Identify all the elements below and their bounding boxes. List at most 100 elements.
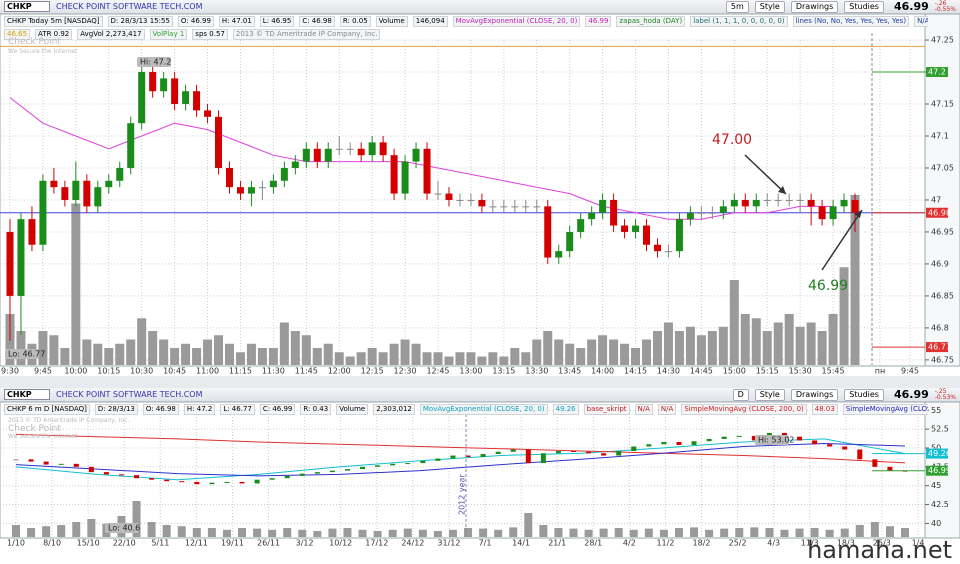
candle-body [324, 148, 332, 162]
x-tick-label: 12:00 [328, 367, 351, 376]
candle-body [456, 199, 464, 201]
candle-body [179, 481, 185, 483]
volume-bar [389, 343, 399, 365]
moving-average [15, 433, 906, 464]
volume-bar [192, 528, 201, 537]
volume-bar [532, 339, 542, 365]
volume-bar [720, 528, 729, 537]
study-field: C: 46.98 [299, 15, 335, 27]
volume-bar [620, 343, 630, 365]
symbol-box[interactable]: CHKP [4, 1, 50, 12]
candle-body [39, 180, 47, 245]
y-tick-label: 45 [931, 481, 941, 490]
button[interactable]: Studies [844, 388, 884, 401]
change: -.26 [934, 0, 947, 7]
timeframe[interactable]: D [732, 388, 749, 401]
volume-bar [614, 528, 623, 537]
volume-bar [42, 526, 51, 537]
change: -.25 [934, 387, 947, 395]
x-tick-label: 4/2 [623, 539, 636, 548]
volume-bar [253, 528, 262, 537]
button[interactable]: Drawings [790, 0, 839, 13]
volume-bar [82, 339, 92, 365]
volume-bar [16, 331, 26, 365]
x-tick-label: 15:45 [822, 367, 845, 376]
x-tick-label: 24/12 [401, 539, 424, 548]
timeframe[interactable]: 5m [725, 0, 749, 13]
button[interactable]: Studies [844, 0, 884, 13]
candle-body [302, 148, 310, 162]
candle-body [691, 441, 697, 445]
volume-bar [224, 343, 234, 365]
y-tick-label: 50 [931, 443, 941, 452]
candle-body [346, 148, 354, 150]
volume-bar [499, 356, 509, 365]
volume-bar [554, 339, 564, 365]
candle-body [434, 193, 442, 195]
candle-body [269, 478, 275, 480]
candle-body [28, 459, 34, 462]
candle-body [412, 148, 420, 162]
volume-bar [850, 195, 860, 365]
y-tick-label: 46.95 [931, 227, 954, 236]
candle-body [149, 72, 157, 92]
volume-bar [279, 322, 289, 365]
candle-body [706, 438, 712, 442]
volume-bar [313, 531, 322, 537]
volume-bar [345, 356, 355, 365]
button[interactable]: Style [754, 0, 785, 13]
volume-bar [674, 331, 684, 365]
volume-bar [642, 339, 652, 365]
candle-body [500, 206, 508, 208]
annotation: 2012 year [458, 474, 467, 515]
candle-body [171, 78, 179, 105]
volume-bar [403, 528, 412, 537]
x-tick-label: 13:30 [525, 367, 548, 376]
label-box [105, 523, 139, 533]
toolbar-top: CHKP CHECK POINT SOFTWARE TECH.COM 5m St… [0, 0, 960, 14]
candle-body [215, 116, 223, 168]
candle-body [247, 187, 255, 194]
candle-body [314, 472, 320, 474]
volume-bar [290, 331, 300, 365]
annotation: Lo: 40.6 [108, 524, 140, 533]
study-field: Volume [336, 403, 369, 415]
candle-body [675, 219, 683, 252]
candle-body [28, 219, 36, 245]
symbol-box[interactable]: CHKP [4, 389, 50, 400]
candle-body [887, 466, 893, 471]
candle-body [224, 481, 230, 483]
button[interactable]: Drawings [790, 388, 839, 401]
candle-body [280, 167, 288, 181]
x-tick-label: 10:45 [163, 367, 186, 376]
volume-bar [235, 352, 245, 365]
company: CHECK POINT SOFTWARE TECH.COM [56, 390, 203, 399]
candle-body [840, 199, 848, 207]
x-tick-label: 14:30 [657, 367, 680, 376]
candle-body [812, 440, 818, 445]
volume-bar [328, 528, 337, 537]
candle-body [423, 148, 431, 194]
x-tick-label: 5/11 [151, 539, 169, 548]
volume-bar [433, 352, 443, 365]
study-field: MovAvgExponential (CLOSE, 20, 0) [419, 403, 548, 415]
volume-bar [901, 528, 909, 537]
volume-bar [373, 531, 382, 537]
study-field: O: 46.98 [142, 403, 179, 415]
volume-bar [60, 348, 70, 365]
study-header: CHKP Today 5m [NASDAQ] D: 28/3/13 15:55 O:… [0, 15, 928, 27]
button[interactable]: Style [754, 388, 785, 401]
volume-bar [298, 529, 307, 537]
volume-bar [257, 348, 267, 365]
candle-body [631, 446, 637, 452]
candle-body [43, 461, 49, 465]
candle-body [465, 455, 471, 458]
candle-body [774, 199, 782, 201]
study-field: lines (No, No, Yes, Yes, Yes, Yes) [792, 15, 910, 27]
volume-bar [705, 529, 714, 537]
volume-bar [587, 339, 597, 365]
candle-body [435, 458, 441, 461]
volume-bar [192, 348, 202, 365]
volume-bar [543, 331, 553, 365]
volume-bar [57, 525, 66, 537]
